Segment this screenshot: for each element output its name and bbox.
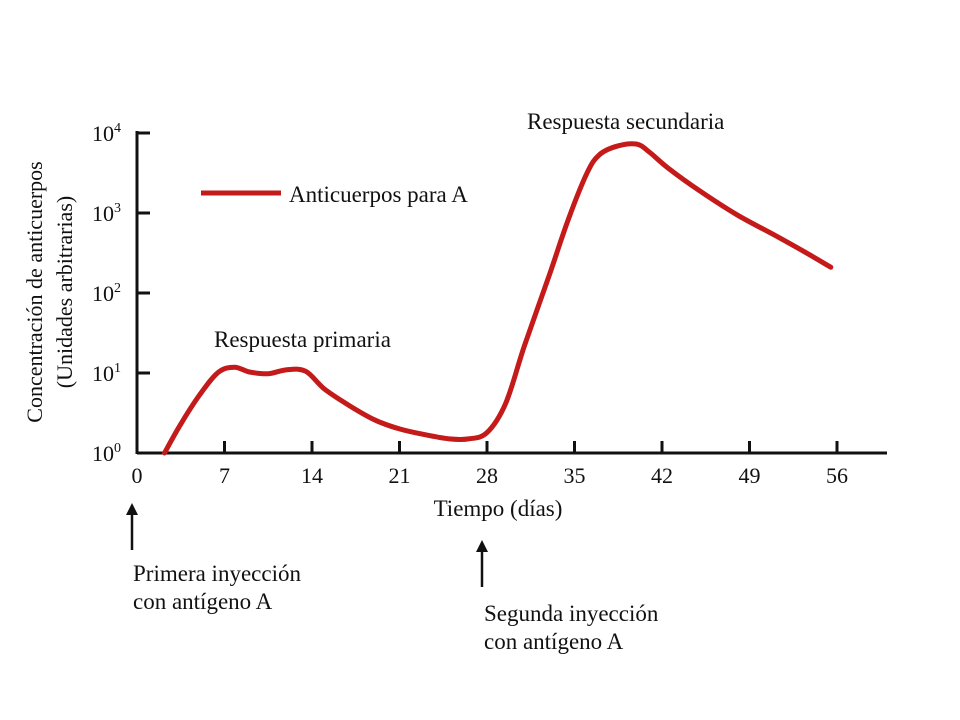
injection-label: Segunda inyección [484,601,659,626]
x-tick-label: 49 [739,463,761,488]
y-tick-label: 103 [92,201,121,226]
x-tick-label: 35 [564,463,586,488]
injection-arrow-head [476,540,488,552]
axes [135,131,887,455]
x-tick-label: 21 [389,463,411,488]
y-tick-label: 104 [92,121,121,146]
y-tick-label: 101 [92,361,121,386]
annotation-primary-response: Respuesta primaria [214,327,391,352]
injections: Primera inyección con antígeno A Segunda i… [126,503,659,654]
annotation-secondary-response: Respuesta secundaria [527,109,724,134]
injection-arrow-head [126,503,138,515]
series-line-antibodies-a [162,141,834,456]
ticks: 0 7 14 21 28 35 42 49 56 100 101 102 103 104 [92,121,848,488]
x-tick-label: 14 [301,463,323,488]
x-tick-label: 42 [651,463,673,488]
injection-label: Primera inyección [133,561,301,586]
x-tick-label: 28 [476,463,498,488]
x-tick-label: 56 [826,463,848,488]
x-tick-label: 7 [219,463,230,488]
x-tick-label: 0 [132,463,143,488]
y-axis-label-line-2: (Unidades arbitrarias) [52,196,77,388]
legend-label: Anticuerpos para A [289,182,468,207]
series-layer [162,141,834,456]
y-tick-label: 102 [92,281,121,306]
injection-label: con antígeno A [133,589,273,614]
x-axis-label: Tiempo (días) [434,496,563,521]
y-tick-label: 100 [92,441,121,466]
injection-label: con antígeno A [484,629,624,654]
y-axis-label-line-1: Concentración de anticuerpos [22,161,47,422]
